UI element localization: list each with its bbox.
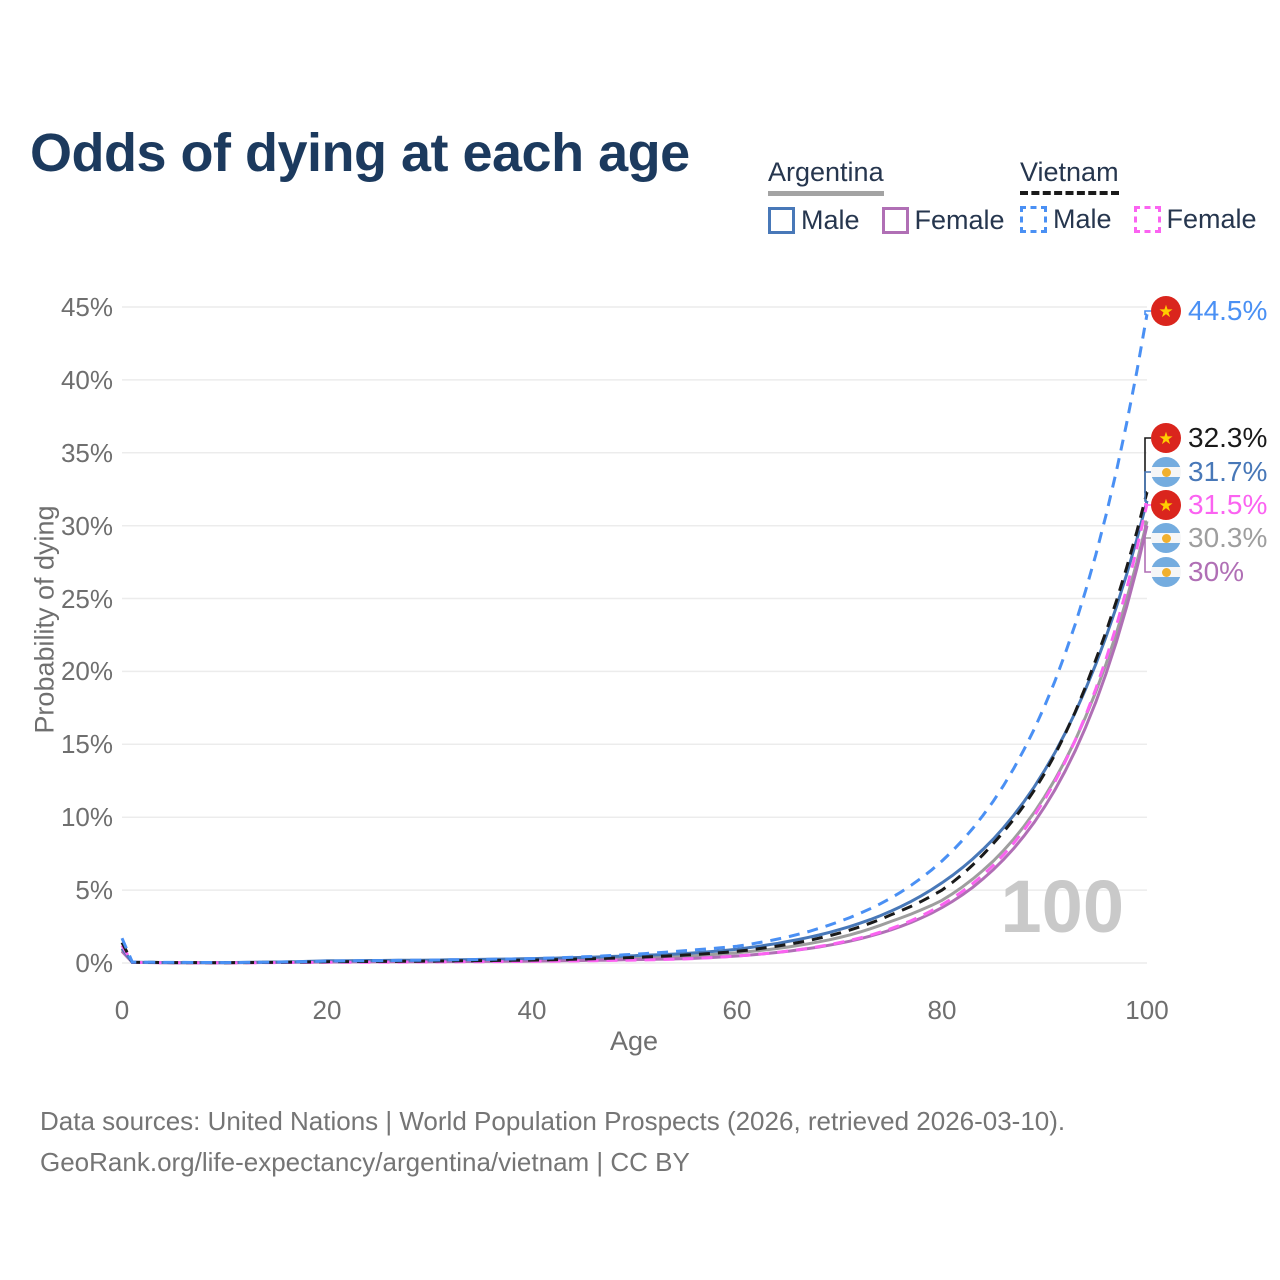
y-tick-label: 10% xyxy=(60,802,113,832)
attribution-line[interactable]: GeoRank.org/life-expectancy/argentina/vi… xyxy=(40,1147,690,1177)
legend-group-vietnam: Vietnam Male Female xyxy=(1020,157,1279,235)
vietnam-flag-icon: ★ xyxy=(1151,296,1181,326)
vietnam-flag-icon: ★ xyxy=(1151,490,1181,520)
y-tick-label: 0% xyxy=(75,948,113,978)
end-label-value: 31.5% xyxy=(1188,489,1268,520)
argentina-female-swatch-icon[interactable] xyxy=(881,206,909,234)
end-label-connector xyxy=(1144,310,1151,316)
end-label-vietnam-female: ★ 31.5% xyxy=(1151,489,1267,521)
y-tick-label: 15% xyxy=(60,729,113,759)
argentina-male-swatch-icon[interactable] xyxy=(768,206,795,234)
y-tick-label: 35% xyxy=(60,438,113,468)
x-tick-label: 80 xyxy=(927,995,957,1025)
end-label-vietnam-both: ★ 32.3% xyxy=(1151,422,1267,454)
end-label-connector xyxy=(1144,437,1151,493)
end-label-vietnam-male: ★ 44.5% xyxy=(1151,295,1267,327)
vietnam-male-swatch-icon[interactable] xyxy=(1020,205,1047,233)
x-tick-label: 100 xyxy=(1125,995,1169,1025)
end-label-value: 32.3% xyxy=(1188,422,1268,453)
vietnam-flag-icon: ★ xyxy=(1151,423,1181,453)
vietnam-female-swatch-icon[interactable] xyxy=(1133,205,1161,233)
end-label-connector xyxy=(1144,471,1151,502)
legend-country-argentina[interactable]: Argentina xyxy=(768,157,884,196)
end-label-connector xyxy=(1144,524,1151,573)
y-axis-title: Probability of dying xyxy=(29,505,60,734)
end-label-value: 31.7% xyxy=(1188,456,1268,487)
legend-label-vietnam-male[interactable]: Male xyxy=(1053,203,1112,234)
argentina-flag-icon xyxy=(1151,523,1181,553)
end-label-connector xyxy=(1144,503,1151,506)
series-line-vietnam-female[interactable] xyxy=(120,503,1149,965)
end-label-argentina-male: 31.7% xyxy=(1151,456,1267,488)
end-label-value: 30.3% xyxy=(1188,522,1268,553)
legend-country-vietnam[interactable]: Vietnam xyxy=(1020,157,1119,195)
end-label-value: 44.5% xyxy=(1188,295,1268,326)
argentina-flag-icon xyxy=(1151,557,1181,587)
end-label-argentina-female: 30% xyxy=(1151,556,1244,588)
legend-label-vietnam-female[interactable]: Female xyxy=(1166,203,1257,234)
legend: Argentina Male Female Vietnam Male Femal… xyxy=(768,157,1268,248)
y-tick-label: 30% xyxy=(60,511,113,541)
legend-group-argentina: Argentina Male Female xyxy=(768,157,1027,236)
x-tick-label: 0 xyxy=(114,995,130,1025)
page-title: Odds of dying at each age xyxy=(30,123,690,184)
age-watermark: 100 xyxy=(1000,865,1124,948)
data-source-line: Data sources: United Nations | World Pop… xyxy=(40,1106,1066,1136)
y-tick-label: 45% xyxy=(60,292,113,322)
x-axis-title: Age xyxy=(609,1026,659,1056)
y-tick-label: 25% xyxy=(60,584,113,614)
y-tick-label: 20% xyxy=(60,656,113,686)
legend-label-argentina-female[interactable]: Female xyxy=(914,204,1005,235)
y-tick-label: 40% xyxy=(60,365,113,395)
argentina-flag-icon xyxy=(1151,457,1181,487)
x-tick-label: 60 xyxy=(722,995,752,1025)
x-tick-label: 20 xyxy=(312,995,342,1025)
x-tick-label: 40 xyxy=(517,995,547,1025)
end-label-argentina-both: 30.3% xyxy=(1151,522,1267,554)
legend-label-argentina-male[interactable]: Male xyxy=(801,204,860,235)
end-label-value: 30% xyxy=(1188,556,1245,587)
y-tick-label: 5% xyxy=(75,875,113,905)
